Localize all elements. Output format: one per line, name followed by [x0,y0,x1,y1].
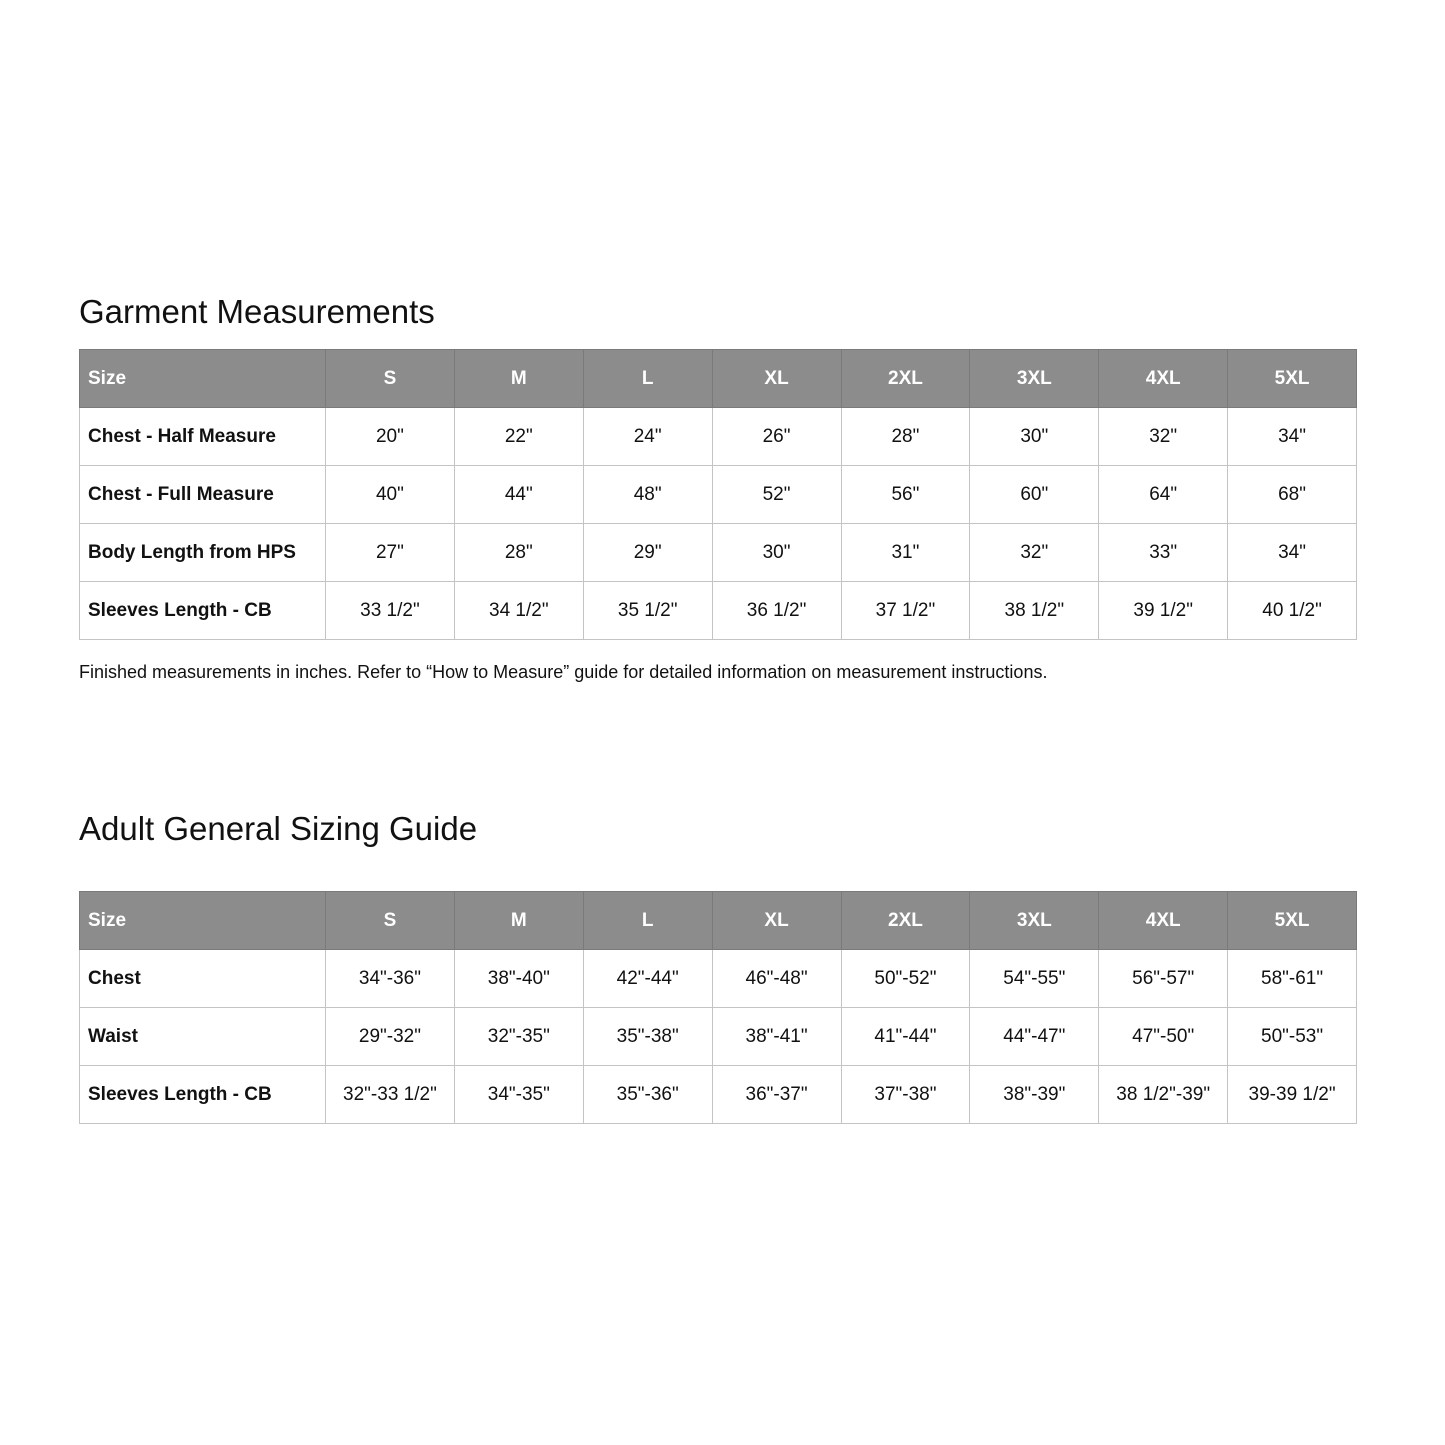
table-cell: 33" [1098,523,1229,582]
size-column-header: 3XL [969,891,1100,950]
table-cell: 27" [325,523,455,582]
table-cell: 39 1/2" [1098,581,1229,640]
row-label: Sleeves Length - CB [79,1065,326,1124]
table-cell: 35"-38" [582,1007,713,1066]
table-cell: 35"-36" [582,1065,713,1124]
table-cell: 26" [711,407,842,466]
size-header: Size [79,891,326,950]
table-cell: 37"-38" [840,1065,971,1124]
table-cell: 52" [711,465,842,524]
table-cell: 36"-37" [711,1065,842,1124]
table-row: Chest 34"-36" 38"-40" 42"-44" 46"-48" 50"-52"… [79,949,1357,1008]
table-cell: 30" [969,407,1100,466]
row-label: Body Length from HPS [79,523,326,582]
table-row: Chest - Half Measure 20" 22" 24" 26" 28" 30" 32… [79,407,1357,466]
table-cell: 32"-33 1/2" [325,1065,455,1124]
table-cell: 44"-47" [969,1007,1100,1066]
table-cell: 22" [453,407,584,466]
table-cell: 46"-48" [711,949,842,1008]
table-cell: 36 1/2" [711,581,842,640]
table-row: Body Length from HPS 27" 28" 29" 30" 31" 32" 33… [79,523,1357,582]
table-cell: 54"-55" [969,949,1100,1008]
size-column-header: S [325,891,455,950]
table-cell: 28" [453,523,584,582]
table-cell: 34 1/2" [453,581,584,640]
size-column-header: M [453,891,584,950]
table-cell: 56" [840,465,971,524]
table-cell: 42"-44" [582,949,713,1008]
table-cell: 35 1/2" [582,581,713,640]
table-cell: 32" [969,523,1100,582]
size-column-header: 5XL [1227,349,1357,408]
row-label: Waist [79,1007,326,1066]
table-cell: 40" [325,465,455,524]
row-label: Chest [79,949,326,1008]
table-cell: 32"-35" [453,1007,584,1066]
table-cell: 39-39 1/2" [1227,1065,1357,1124]
size-column-header: M [453,349,584,408]
size-column-header: 2XL [840,891,971,950]
table-row: Chest - Full Measure 40" 44" 48" 52" 56" 60" 64… [79,465,1357,524]
table-cell: 38 1/2"-39" [1098,1065,1229,1124]
table-cell: 31" [840,523,971,582]
size-column-header: 3XL [969,349,1100,408]
table-cell: 58"-61" [1227,949,1357,1008]
table-cell: 29"-32" [325,1007,455,1066]
sizing-guide-table: Size S M L XL 2XL 3XL 4XL 5XL Chest 34"-36" 38"-40"… [79,891,1357,1124]
size-column-header: 4XL [1098,891,1229,950]
size-column-header: 5XL [1227,891,1357,950]
size-header: Size [79,349,326,408]
size-column-header: S [325,349,455,408]
size-column-header: L [582,349,713,408]
table-cell: 68" [1227,465,1357,524]
garment-measurements-title: Garment Measurements [79,293,435,330]
table-cell: 41"-44" [840,1007,971,1066]
table-cell: 32" [1098,407,1229,466]
table-row: Waist 29"-32" 32"-35" 35"-38" 38"-41" 41"-44"… [79,1007,1357,1066]
table-cell: 38"-41" [711,1007,842,1066]
header-row: Size S M L XL 2XL 3XL 4XL 5XL [79,349,1357,408]
row-label: Chest - Full Measure [79,465,326,524]
table-cell: 38"-40" [453,949,584,1008]
size-column-header: 2XL [840,349,971,408]
table-cell: 20" [325,407,455,466]
table-cell: 50"-52" [840,949,971,1008]
size-column-header: L [582,891,713,950]
table-cell: 40 1/2" [1227,581,1357,640]
table-cell: 29" [582,523,713,582]
table-cell: 34"-36" [325,949,455,1008]
table-cell: 30" [711,523,842,582]
table-cell: 34" [1227,523,1357,582]
table-cell: 47"-50" [1098,1007,1229,1066]
table-cell: 24" [582,407,713,466]
size-column-header: 4XL [1098,349,1229,408]
row-label: Sleeves Length - CB [79,581,326,640]
table-cell: 38"-39" [969,1065,1100,1124]
table-cell: 50"-53" [1227,1007,1357,1066]
table-cell: 34"-35" [453,1065,584,1124]
table-row: Sleeves Length - CB 33 1/2" 34 1/2" 35 1/2"… [79,581,1357,640]
table-cell: 34" [1227,407,1357,466]
measurement-note: Finished measurements in inches. Refer t… [79,662,1048,682]
table-cell: 60" [969,465,1100,524]
garment-measurements-table: Size S M L XL 2XL 3XL 4XL 5XL Chest - Half Measur… [79,349,1357,640]
size-column-header: XL [711,891,842,950]
size-column-header: XL [711,349,842,408]
table-cell: 33 1/2" [325,581,455,640]
header-row: Size S M L XL 2XL 3XL 4XL 5XL [79,891,1357,950]
table-cell: 37 1/2" [840,581,971,640]
sizing-guide-title: Adult General Sizing Guide [79,810,478,847]
table-cell: 48" [582,465,713,524]
table-cell: 28" [840,407,971,466]
row-label: Chest - Half Measure [79,407,326,466]
table-cell: 64" [1098,465,1229,524]
table-cell: 56"-57" [1098,949,1229,1008]
table-row: Sleeves Length - CB 32"-33 1/2" 34"-35" 35"… [79,1065,1357,1124]
table-cell: 44" [453,465,584,524]
table-cell: 38 1/2" [969,581,1100,640]
